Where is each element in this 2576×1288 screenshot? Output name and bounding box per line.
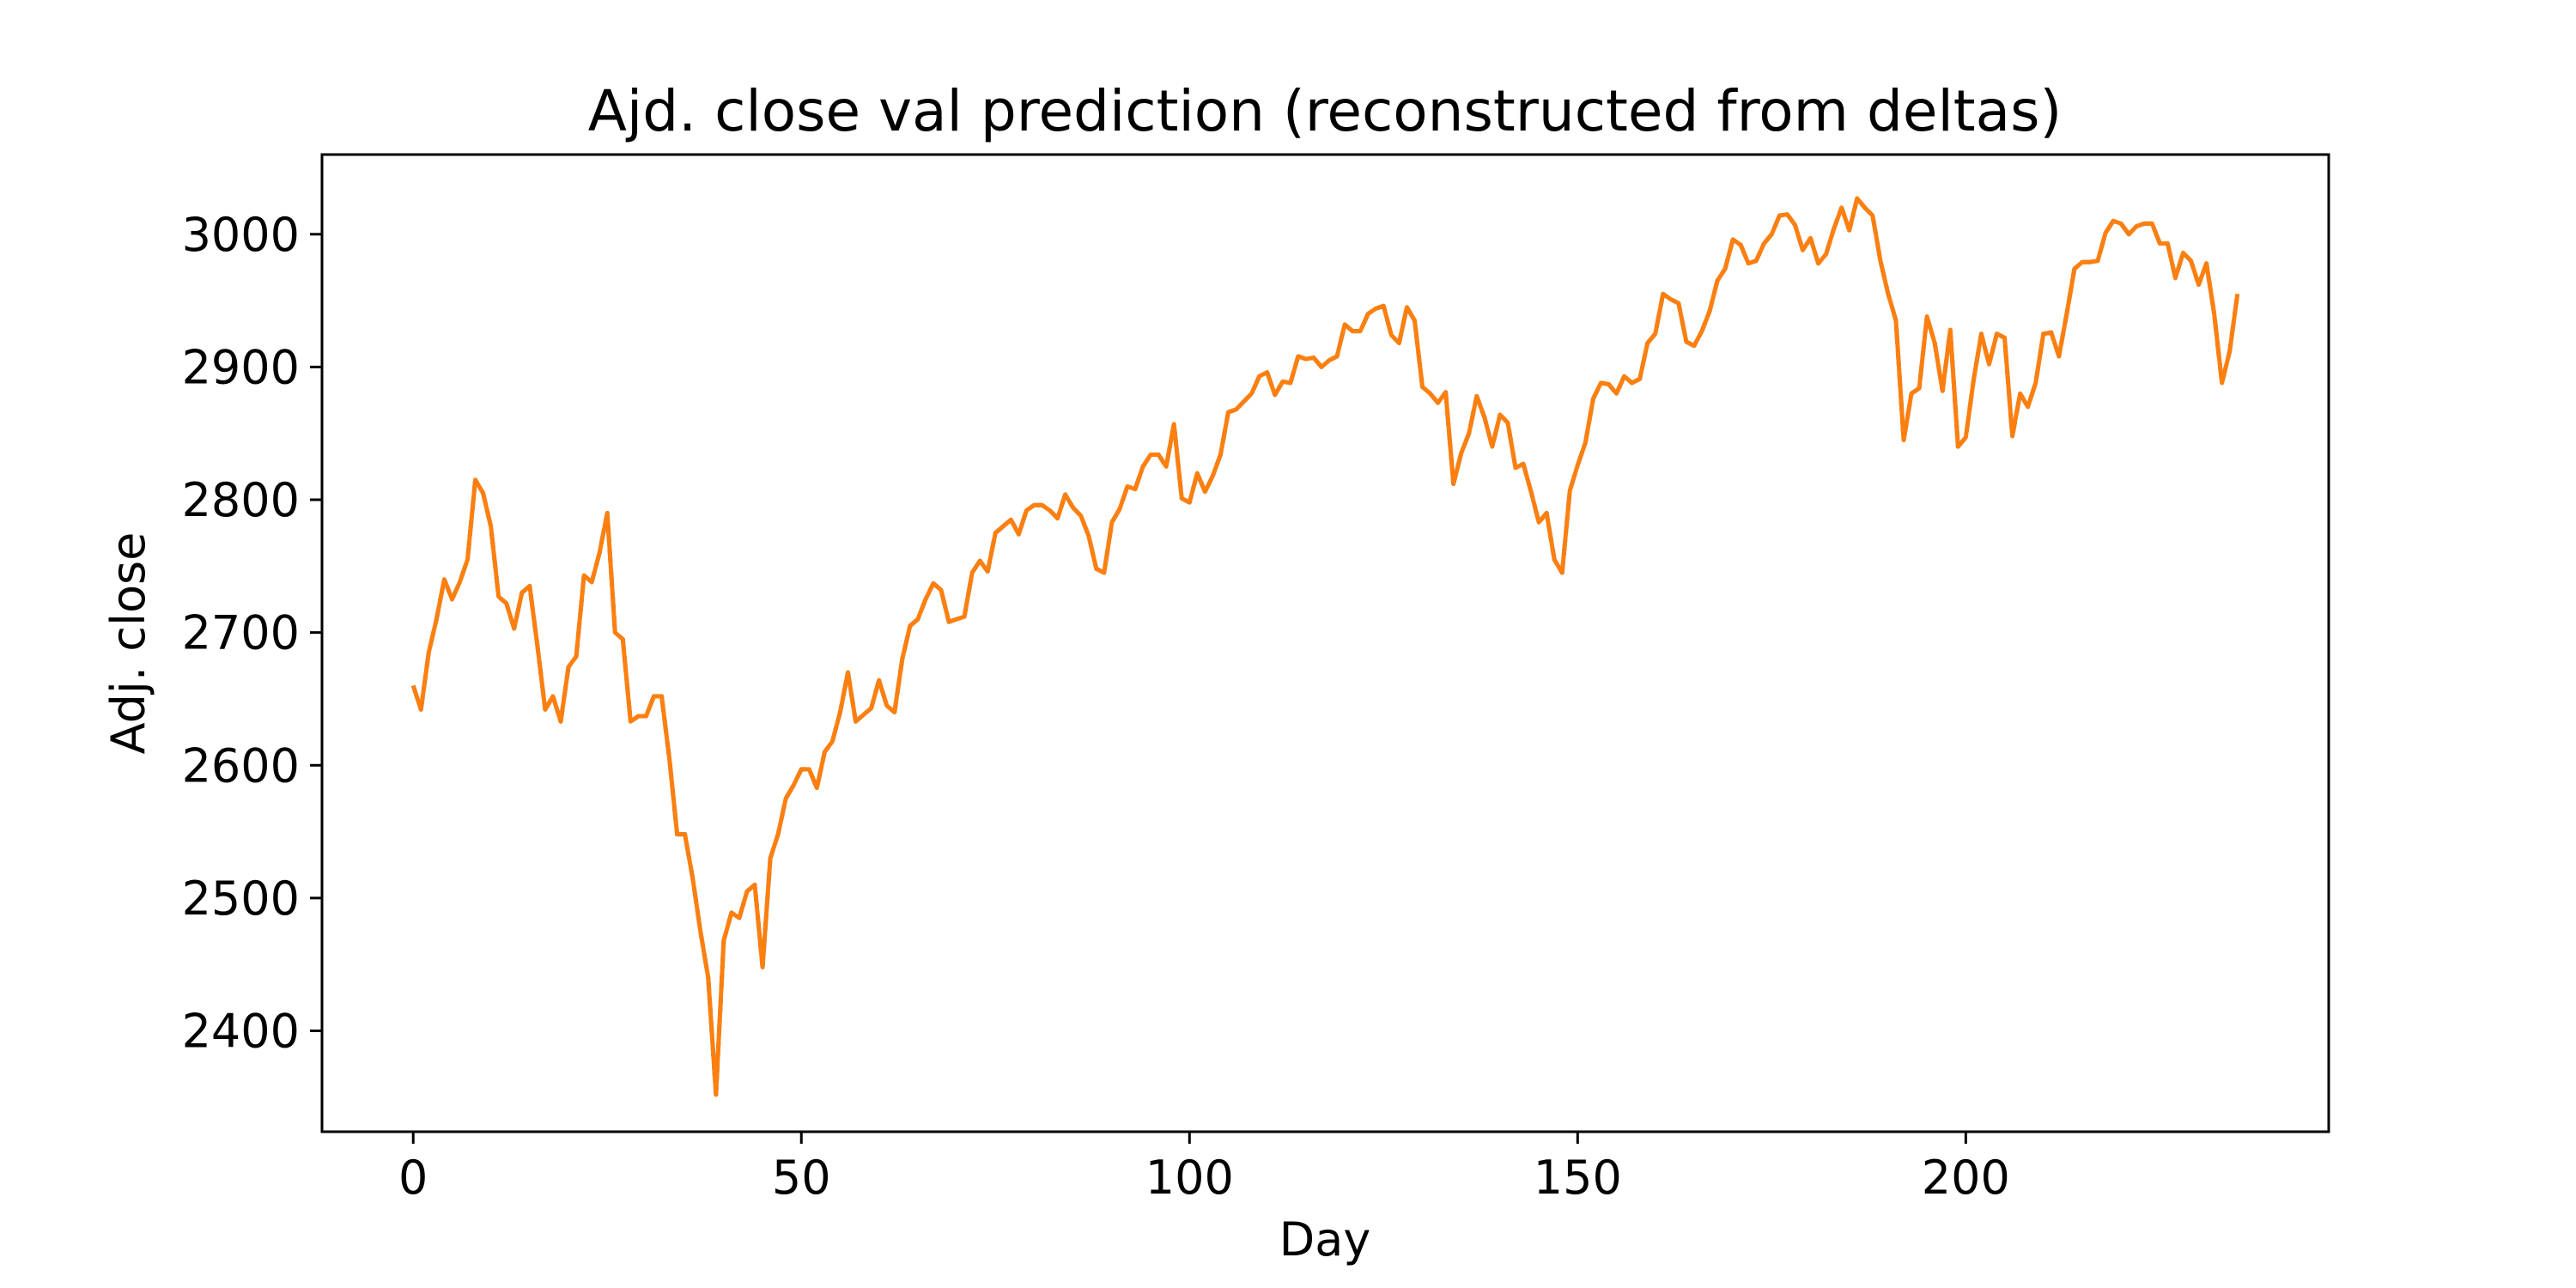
y-axis-label: Adj. close [101, 532, 155, 755]
y-tick-label: 3000 [182, 208, 300, 262]
series-line-1 [410, 196, 2240, 1097]
series-line-2 [410, 196, 2240, 1097]
y-tick-label: 2900 [182, 340, 300, 394]
y-tick-label: 2800 [182, 473, 300, 527]
x-axis: 0 50 100 150 200 [398, 1132, 2010, 1205]
y-tick-label: 2400 [182, 1004, 300, 1058]
y-axis: 2400 2500 2600 2700 2800 2900 3000 [182, 208, 322, 1058]
chart-title: Ajd. close val prediction (reconstructed… [588, 78, 2063, 144]
y-tick-label: 2700 [182, 606, 300, 660]
y-tick-label: 2500 [182, 872, 300, 926]
plot-frame [320, 153, 2330, 1133]
x-tick-label: 150 [1534, 1151, 1622, 1205]
x-axis-label: Day [1279, 1212, 1371, 1267]
x-tick-label: 200 [1922, 1151, 2010, 1205]
x-tick-label: 50 [772, 1151, 831, 1205]
x-tick-label: 0 [398, 1151, 428, 1205]
y-tick-label: 2600 [182, 738, 300, 793]
series-layer [410, 196, 2240, 1097]
x-tick-label: 100 [1145, 1151, 1234, 1205]
